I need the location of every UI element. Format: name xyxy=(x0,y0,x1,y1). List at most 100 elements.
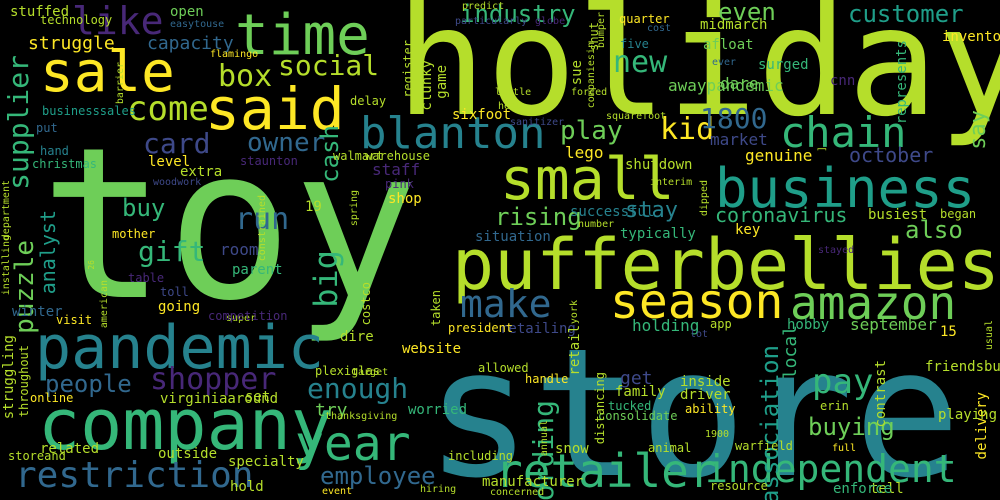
word-toy: toy xyxy=(40,102,420,347)
word-retailer: retailer xyxy=(495,444,717,498)
word-open: technology xyxy=(40,13,113,27)
word-afloat: ever xyxy=(712,57,737,68)
word-cost: five xyxy=(620,37,649,51)
word-playing: winter xyxy=(12,304,63,320)
word-employee: employee xyxy=(320,462,436,490)
word-mother: table xyxy=(128,271,165,285)
word-pay: pay xyxy=(812,362,874,402)
word-companiesin: annual xyxy=(539,420,550,457)
word-dare: awaypandemic xyxy=(668,76,784,95)
word-successful: situation xyxy=(475,229,551,245)
word-delay: delay xyxy=(350,94,387,108)
word-hobby: barrier xyxy=(115,62,126,105)
word-department: 26 xyxy=(87,260,96,270)
word-barrier: including xyxy=(448,449,514,463)
word-technology: easytouse xyxy=(170,19,225,30)
word-hand: christmas xyxy=(32,157,98,171)
word-[: 19 xyxy=(305,199,322,215)
word-year: year xyxy=(295,416,411,472)
word-put: hand xyxy=(40,144,69,158)
word-enough: enough xyxy=(307,372,409,405)
word-genuine: genuine xyxy=(745,146,813,165)
word-get: get xyxy=(620,368,653,389)
word-represents: represents xyxy=(894,40,910,125)
word-social: social xyxy=(278,49,380,82)
word-dipped: event xyxy=(322,486,353,497)
word-key: busiest xyxy=(868,207,928,223)
word-super: interim xyxy=(650,177,693,188)
word-coronavirus: coronavirus xyxy=(715,203,848,227)
word-even: even xyxy=(718,0,776,26)
word-contrast: thanksgiving xyxy=(325,411,398,422)
word-shutdown: concerned xyxy=(490,487,545,498)
word-annual: worried xyxy=(408,402,468,418)
word-stayed: predict xyxy=(462,1,505,12)
word-sanitizer: sanitizer xyxy=(510,117,565,128)
word-gift: gift xyxy=(138,235,206,268)
word-toll: going xyxy=(158,299,201,315)
word-hold: friendsbut xyxy=(925,359,1000,375)
word-small: small xyxy=(500,145,675,213)
word-run: run xyxy=(235,202,290,237)
word-register: animal xyxy=(648,441,692,455)
word-19: manufacturer xyxy=(482,474,584,490)
word-pufferbellies: pufferbellies xyxy=(452,224,1000,306)
word-walmart: warehouse xyxy=(365,149,431,163)
word-constrained: related xyxy=(40,441,100,457)
word-said: said xyxy=(205,75,345,143)
word-thanksgiving: resource xyxy=(710,479,768,493)
word-owner: owner xyxy=(247,128,326,158)
word-globe: quarter xyxy=(619,12,670,26)
word-manufacturer: allowed xyxy=(478,361,529,375)
word-people: people xyxy=(45,370,132,398)
word-driver: hobby xyxy=(787,317,830,333)
word-throughout: installing xyxy=(1,235,12,296)
word-pink: shop xyxy=(388,191,422,207)
word-family: president xyxy=(448,321,514,335)
word-online: usual xyxy=(984,320,995,351)
word-sale: sale xyxy=(40,40,175,105)
word-allowed: retailing xyxy=(500,321,576,337)
word-customer: customer xyxy=(848,0,964,28)
word-outside: playing xyxy=(938,407,998,423)
word-industry: industry xyxy=(460,0,576,28)
word-new: new xyxy=(613,45,668,80)
word-easytouse: flamingo xyxy=(210,49,259,60)
word-ever: dare xyxy=(720,74,759,93)
word-hiring: ability xyxy=(685,402,736,416)
word-chain: chain xyxy=(780,108,907,157)
word-tell: website xyxy=(402,341,462,357)
word-association: local xyxy=(780,325,801,380)
word-shop: walmart xyxy=(333,149,384,163)
word-plexiglas: spring xyxy=(349,190,360,227)
word-buying: buying xyxy=(808,413,895,441)
word-costco: online xyxy=(30,391,74,405)
word-staff: pink xyxy=(385,177,414,191)
word-interim: clunky xyxy=(419,60,435,111)
word-parent: staff xyxy=(372,160,421,179)
word-spring: storeand xyxy=(8,449,66,463)
word-squarefoot: sue xyxy=(569,60,585,86)
word-staunton: level xyxy=(148,154,191,170)
word-dire: american xyxy=(99,280,110,329)
word-usual: set xyxy=(245,389,271,405)
word-extra: woodwork xyxy=(153,177,202,188)
word-worried: try xyxy=(315,400,348,421)
word-particularly: globe xyxy=(535,16,566,27)
word-october: october xyxy=(849,143,934,167)
word-forced: squarefoot xyxy=(606,111,667,122)
word-friendsbut: visit xyxy=(56,313,93,327)
word-pandemic: pandemic xyxy=(35,313,324,383)
word-predict: particularly xyxy=(455,16,528,27)
word-resource: target xyxy=(352,367,389,378)
word-kid: kid xyxy=(660,112,715,147)
word-american: outside xyxy=(158,446,218,462)
word-box: box xyxy=(218,59,273,94)
word-sixfoot: lego xyxy=(565,143,604,162)
word-surged: little xyxy=(495,87,532,98)
word-tucked: 15 xyxy=(940,324,957,340)
word-number: typically xyxy=(620,226,696,242)
word-snow: tucked xyxy=(608,399,652,413)
word-lego: successful xyxy=(570,204,655,220)
